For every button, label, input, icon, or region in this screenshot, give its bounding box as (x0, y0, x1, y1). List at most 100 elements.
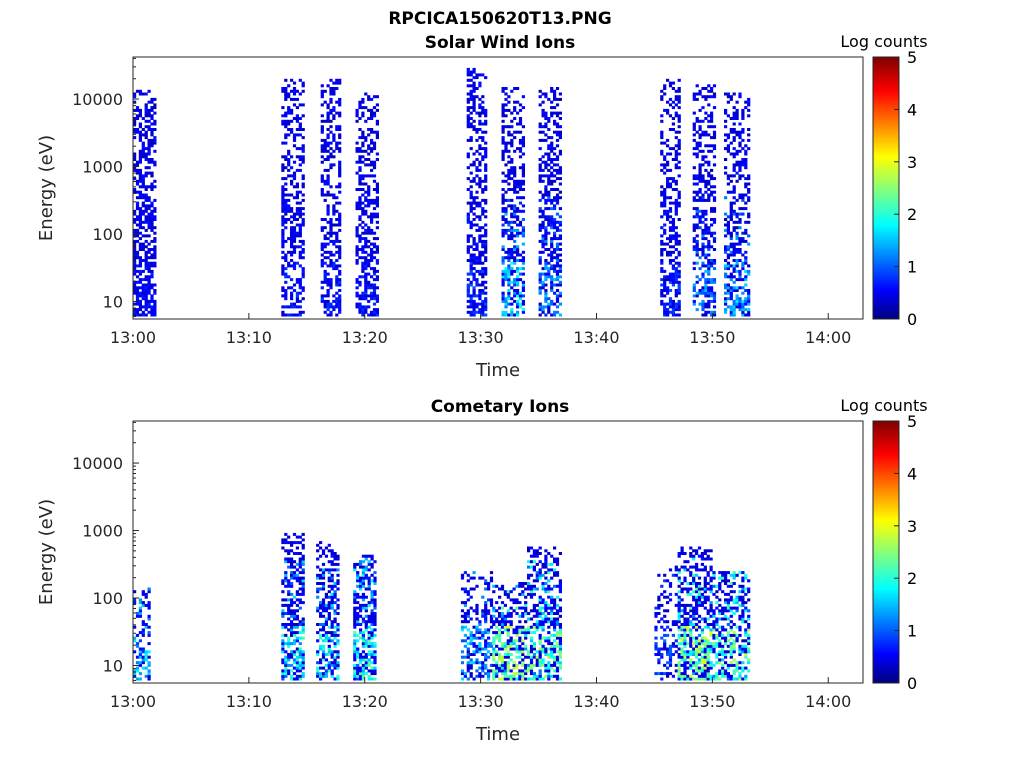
spectrogram-cell (338, 269, 342, 273)
spectrogram-cell (469, 117, 473, 120)
spectrogram-cell (503, 620, 507, 624)
spectrogram-cell (484, 305, 488, 309)
spectrogram-cell (501, 215, 505, 219)
spectrogram-cell (292, 97, 297, 101)
spectrogram-cell (487, 636, 491, 640)
spectrogram-cell (463, 612, 467, 615)
spectrogram-cell (504, 147, 508, 151)
spectrogram-cell (710, 190, 714, 194)
spectrogram-cell (147, 226, 151, 230)
spectrogram-cell (532, 674, 536, 678)
spectrogram-cell (521, 614, 525, 618)
spectrogram-cell (323, 147, 327, 151)
spectrogram-cell (663, 188, 667, 191)
spectrogram-cell (281, 674, 285, 678)
spectrogram-cell (532, 631, 536, 635)
spectrogram-cell (364, 655, 368, 659)
spectrogram-cell (484, 188, 488, 191)
spectrogram-cell (516, 207, 520, 211)
spectrogram-cell (704, 111, 708, 115)
spectrogram-cell (515, 639, 519, 643)
spectrogram-cell (744, 239, 748, 243)
spectrogram-cell (513, 269, 517, 273)
spectrogram-cell (326, 299, 330, 303)
spectrogram-cell (466, 108, 470, 112)
spectrogram-cell (281, 612, 285, 615)
spectrogram-cell (501, 313, 505, 317)
spectrogram-cell (668, 261, 673, 265)
spectrogram-cell (547, 568, 551, 572)
spectrogram-cell (513, 136, 517, 140)
spectrogram-cell (287, 669, 291, 673)
spectrogram-cell (738, 212, 742, 216)
spectrogram-cell (367, 152, 371, 156)
spectrogram-cell (504, 198, 508, 202)
spectrogram-cell (692, 133, 696, 137)
spectrogram-cell (141, 92, 145, 96)
spectrogram-cell (481, 138, 485, 142)
spectrogram-cell (330, 663, 334, 667)
spectrogram-cell (469, 253, 473, 257)
spectrogram-cell (532, 587, 536, 591)
spectrogram-cell (521, 302, 525, 306)
x-tick-label: 13:40 (573, 328, 619, 347)
spectrogram-cell (541, 108, 545, 112)
spectrogram-cell (704, 302, 708, 306)
spectrogram-cell (735, 234, 739, 238)
spectrogram-cell (287, 275, 291, 279)
spectrogram-cell (668, 81, 673, 85)
spectrogram-cell (735, 220, 739, 224)
spectrogram-cell (466, 78, 470, 82)
spectrogram-cell (323, 237, 327, 241)
spectrogram-cell (370, 250, 374, 254)
spectrogram-cell (284, 658, 288, 662)
spectrogram-cell (364, 174, 368, 178)
spectrogram-cell (558, 196, 562, 200)
spectrogram-cell (361, 264, 365, 268)
spectrogram-cell (301, 103, 305, 107)
spectrogram-cell (674, 239, 678, 243)
spectrogram-cell (144, 305, 148, 309)
x-tick-label: 13:50 (689, 328, 735, 347)
spectrogram-cell (292, 138, 297, 142)
spectrogram-cell (741, 299, 745, 303)
spectrogram-cell (747, 215, 751, 219)
spectrogram-cell (332, 193, 336, 197)
spectrogram-cell (332, 133, 336, 137)
spectrogram-cell (475, 609, 479, 613)
spectrogram-cell (686, 633, 690, 637)
spectrogram-cell (507, 130, 511, 134)
spectrogram-cell (361, 114, 365, 118)
spectrogram-cell (701, 149, 705, 153)
spectrogram-cell (364, 568, 368, 572)
spectrogram-cell (292, 92, 297, 96)
spectrogram-cell (710, 114, 714, 118)
spectrogram-cell (512, 666, 516, 670)
spectrogram-cell (327, 606, 331, 610)
spectrogram-cell (367, 280, 371, 284)
spectrogram-cell (724, 119, 728, 123)
spectrogram-cell (138, 130, 142, 134)
spectrogram-cell (509, 674, 513, 678)
spectrogram-cell (358, 308, 362, 312)
spectrogram-cell (555, 245, 560, 249)
spectrogram-cell (707, 89, 711, 93)
spectrogram-cell (367, 185, 371, 189)
spectrogram-cell (521, 166, 525, 170)
spectrogram-cell (507, 294, 511, 298)
spectrogram-cell (481, 674, 485, 678)
spectrogram-cell (677, 125, 681, 129)
spectrogram-cell (538, 198, 542, 202)
spectrogram-cell (284, 239, 288, 243)
spectrogram-cell (372, 188, 377, 191)
spectrogram-cell (298, 163, 302, 167)
spectrogram-cell (367, 204, 371, 208)
spectrogram-cell (290, 655, 294, 659)
spectrogram-cell (710, 313, 714, 317)
spectrogram-cell (287, 639, 291, 643)
spectrogram-cell (323, 193, 327, 197)
spectrogram-cell (558, 579, 562, 583)
spectrogram-cell (677, 166, 681, 170)
spectrogram-cell (674, 280, 678, 284)
spectrogram-cell (668, 658, 673, 662)
